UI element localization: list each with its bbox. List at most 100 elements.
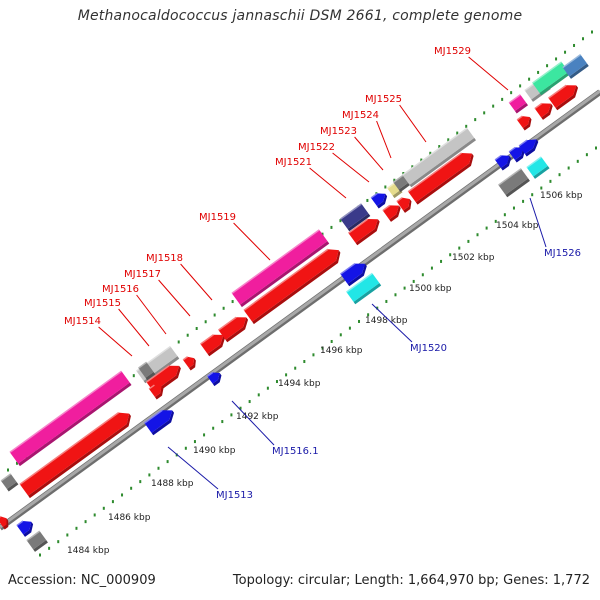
scale-dot [458, 246, 461, 250]
tick-label: 1492 kbp [236, 412, 279, 422]
gene-label[interactable]: MJ1521 [275, 157, 312, 168]
scale-dot [467, 239, 470, 243]
gene-label[interactable]: MJ1529 [434, 46, 471, 57]
label-leader-line [167, 446, 219, 490]
scale-dot [558, 173, 561, 177]
gene-grey-1526[interactable] [498, 168, 530, 198]
gene-red-1518[interactable] [218, 313, 251, 343]
gene-red-edge[interactable] [0, 514, 11, 530]
gene-blue-1526a[interactable] [494, 152, 514, 171]
gene-blue-1513[interactable] [144, 406, 177, 436]
gene-red-1529c-shade [555, 85, 579, 111]
gene-blue-1484[interactable] [16, 517, 37, 537]
gene-label[interactable]: MJ1524 [342, 110, 379, 121]
gene-label[interactable]: MJ1513 [216, 490, 253, 501]
gene-red-1521[interactable] [348, 214, 383, 246]
gene-blue-1526c[interactable] [518, 135, 541, 157]
gene-blue-1516-1[interactable] [206, 369, 224, 387]
gene-pink-1529-highlight [508, 94, 521, 104]
gene-red-1522-shade [389, 205, 401, 222]
scale-dot [177, 340, 180, 344]
scale-dot [203, 433, 206, 437]
gene-grey-1526-shade [505, 178, 530, 198]
gene-red-1516b[interactable] [148, 382, 166, 400]
gene-label[interactable]: MJ1523 [320, 126, 357, 137]
gene-red-1529a[interactable] [516, 113, 534, 131]
gene-blue-1513-shade [151, 410, 175, 436]
scale-dot [222, 306, 225, 310]
gene-cyan-1520-shade [353, 283, 382, 305]
gene-blue-1520a[interactable] [340, 259, 370, 287]
gene-pink-1529[interactable] [508, 94, 529, 114]
gene-pink-mid-shade [240, 241, 330, 308]
gene-pink-mid[interactable] [231, 229, 330, 308]
gene-grey-1514-end[interactable] [138, 361, 156, 381]
gene-pink-left[interactable] [9, 370, 132, 467]
genome-summary-text: Topology: circular; Length: 1,664,970 bp… [232, 573, 590, 588]
gene-grey-far-left-highlight [0, 473, 12, 482]
gene-red-1529c[interactable] [548, 81, 581, 111]
gene-label[interactable]: MJ1514 [64, 316, 101, 327]
gene-blue-1522[interactable] [370, 190, 390, 209]
gene-blue-1526b-highlight [508, 146, 516, 153]
gene-label[interactable]: MJ1519 [199, 212, 236, 223]
scale-dot [213, 313, 216, 317]
gene-grey-far-left[interactable] [0, 473, 19, 492]
gene-label[interactable]: MJ1517 [124, 269, 161, 280]
gene-red-1516-body [183, 356, 195, 369]
scale-dot [348, 326, 351, 330]
tick-label: 1500 kbp [409, 284, 452, 294]
scale-dot [528, 77, 531, 81]
gene-blue-1520a-highlight [340, 262, 356, 275]
gene-grey-1524[interactable] [392, 174, 411, 193]
gene-red-left[interactable] [19, 408, 135, 499]
gene-label[interactable]: MJ1516.1 [272, 446, 319, 457]
gene-cyan-1526[interactable] [526, 156, 550, 179]
gene-red-1517[interactable] [200, 330, 228, 357]
scale-dot [549, 179, 552, 183]
scale-dot [494, 219, 497, 223]
gene-label[interactable]: MJ1525 [365, 94, 402, 105]
label-leader-line [118, 308, 150, 347]
gene-label[interactable]: MJ1518 [146, 253, 183, 264]
scale-dot [537, 70, 540, 74]
gene-teal-highlight [532, 61, 563, 84]
gene-grey-1525[interactable] [402, 127, 477, 188]
gene-red-1516[interactable] [182, 354, 199, 371]
gene-red-1518-highlight [218, 316, 237, 331]
gene-grey-1524-shade [398, 182, 411, 193]
gene-blue-1513-body [144, 410, 173, 433]
gene-label[interactable]: MJ1526 [544, 248, 581, 259]
gene-red-1529b[interactable] [534, 99, 556, 120]
scale-dot [540, 186, 543, 190]
gene-red-edge-body [0, 516, 7, 528]
gene-cyan-1520[interactable] [346, 272, 382, 305]
gene-red-1522[interactable] [382, 201, 404, 222]
scale-dot [321, 346, 324, 350]
scale-dot [476, 233, 479, 237]
gene-labels: MJ1514 MJ1515 MJ1516 MJ1517 MJ1518 MJ1519 MJ15… [64, 46, 581, 501]
scale-dot [15, 461, 18, 465]
gene-navy-1521[interactable] [340, 203, 371, 232]
scale-dot [132, 374, 135, 378]
gene-blue-1520a-shade [347, 263, 367, 287]
gene-blue-1526b[interactable] [508, 144, 528, 163]
gene-label[interactable]: MJ1520 [410, 343, 447, 354]
gene-red-1523[interactable] [396, 194, 415, 213]
gene-label[interactable]: MJ1515 [84, 298, 121, 309]
gene-red-1525[interactable] [407, 148, 477, 205]
scale-dot [411, 165, 414, 169]
gene-red-1519[interactable] [243, 245, 345, 325]
gene-grey-1484[interactable] [26, 530, 48, 552]
gene-teal[interactable] [532, 61, 571, 96]
gene-pink-1529-body [509, 94, 527, 112]
gene-blue-1516-1-highlight [206, 371, 214, 377]
gene-label[interactable]: MJ1522 [298, 142, 335, 153]
scale-dot [102, 506, 105, 510]
scale-dot [294, 366, 297, 370]
tick-label: 1498 kbp [365, 316, 408, 326]
scale-dot [339, 219, 342, 223]
label-leader-line [354, 136, 384, 171]
gene-steel[interactable] [562, 54, 589, 79]
gene-label[interactable]: MJ1516 [102, 284, 139, 295]
